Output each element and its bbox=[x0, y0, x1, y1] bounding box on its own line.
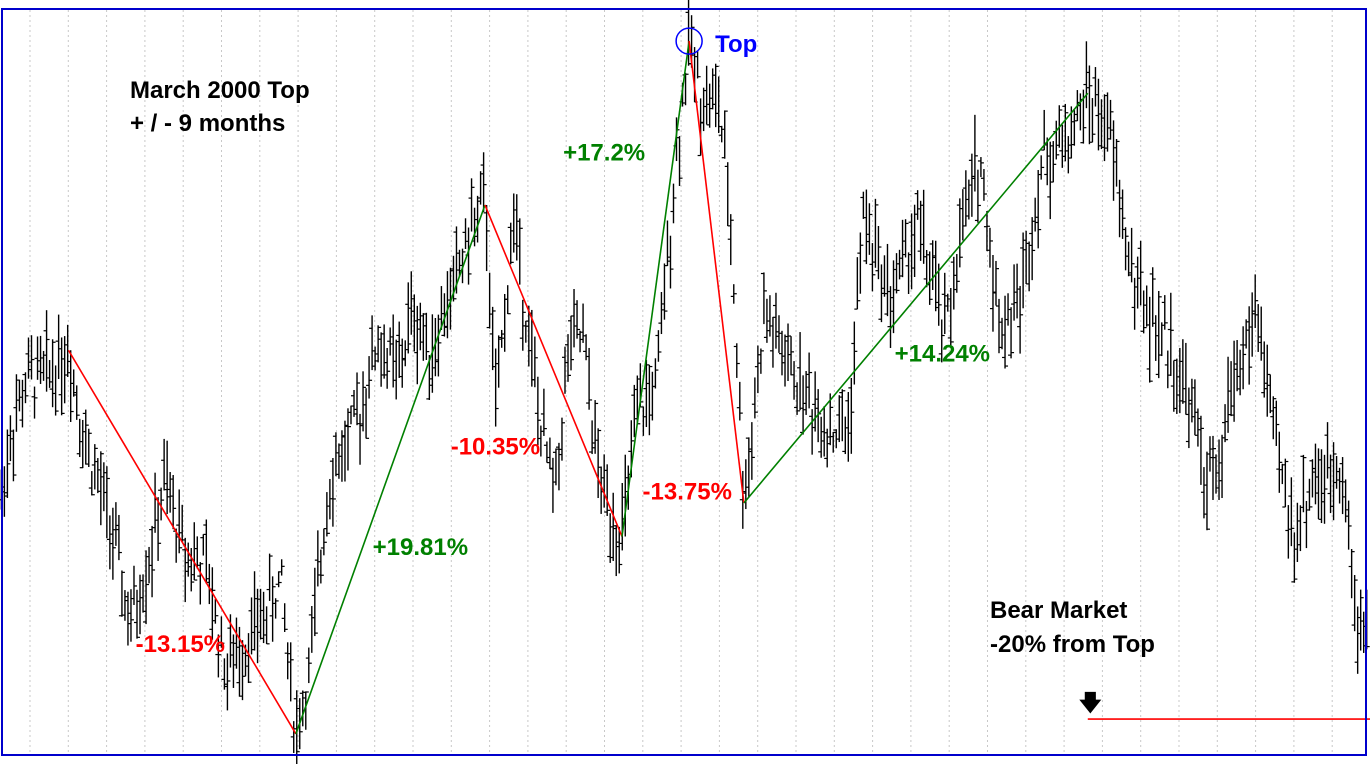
swing-line-up bbox=[743, 92, 1089, 504]
title-line-2: + / - 9 months bbox=[130, 110, 285, 137]
swing-label: +17.2% bbox=[563, 139, 645, 166]
swing-line-up bbox=[295, 204, 486, 735]
top-marker-circle bbox=[675, 27, 703, 55]
swing-labels: -13.15% +19.81% -10.35% +17.2% -13.75% +14.24… bbox=[136, 139, 990, 658]
swing-line-down bbox=[688, 40, 745, 504]
bear-market-line-2: -20% from Top bbox=[990, 631, 1155, 658]
bear-market-line-1: Bear Market bbox=[990, 597, 1127, 624]
swing-label: +19.81% bbox=[373, 534, 468, 561]
swing-line-down bbox=[484, 204, 623, 537]
swing-line-down bbox=[67, 349, 297, 735]
swing-line-up bbox=[621, 40, 690, 537]
swing-label: -13.15% bbox=[136, 631, 225, 658]
swing-label: -13.75% bbox=[643, 478, 732, 505]
swing-label: +14.24% bbox=[895, 340, 990, 367]
title-line-1: March 2000 Top bbox=[130, 77, 310, 104]
top-label: Top bbox=[715, 31, 757, 58]
swing-lines bbox=[67, 40, 1089, 735]
swing-label: -10.35% bbox=[451, 434, 540, 461]
chart-border bbox=[1, 8, 1367, 756]
down-arrow-icon: 🡇 bbox=[1079, 690, 1102, 715]
